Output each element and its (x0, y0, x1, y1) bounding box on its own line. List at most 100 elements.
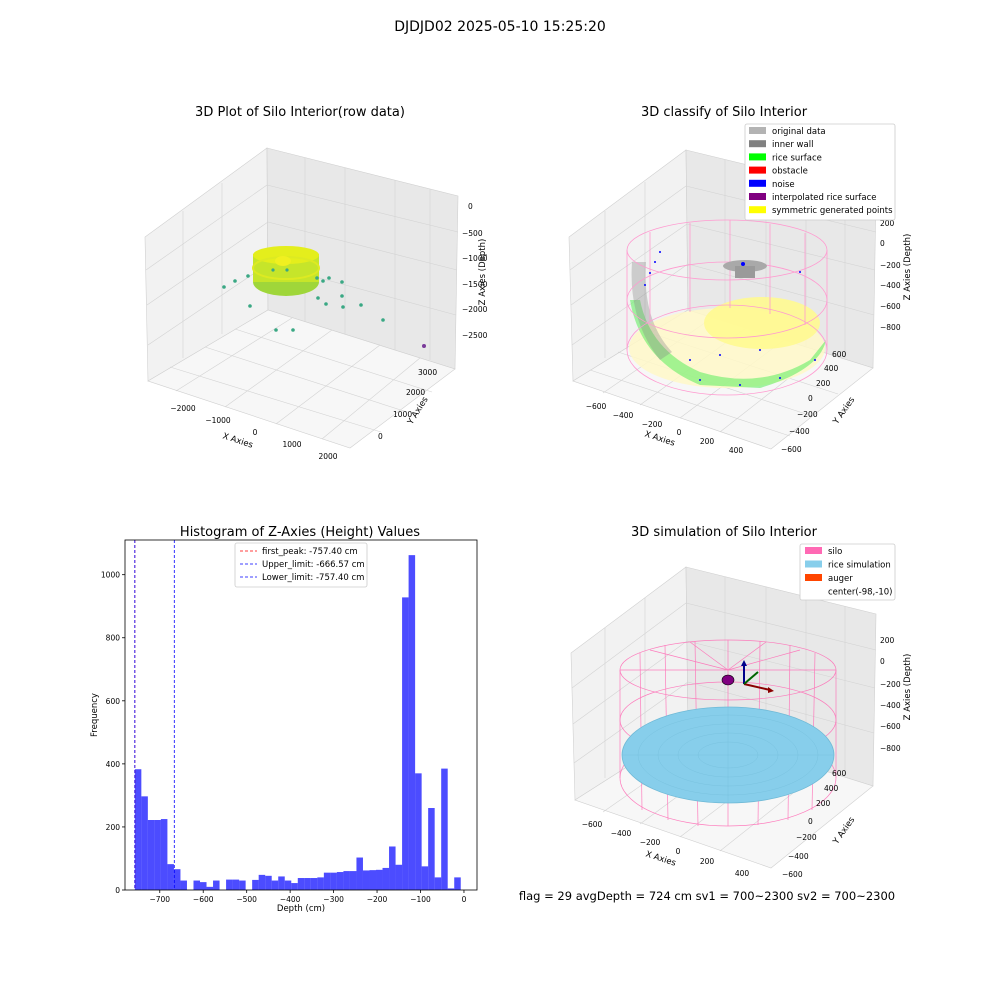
figure-title: DJDJD02 2025-05-10 15:25:20 (394, 19, 606, 35)
legend-swatch (805, 560, 822, 568)
tick-label: 0 (253, 428, 258, 437)
tick-label: −600 (781, 445, 802, 454)
y-tick-label: 800 (106, 634, 121, 643)
tick-label: 0 (808, 394, 813, 403)
histogram-bar (167, 864, 174, 890)
tick-label: 200 (816, 799, 831, 808)
histogram-bar (213, 880, 220, 890)
legend-swatch (805, 574, 822, 581)
histogram-bar (356, 857, 363, 890)
histogram-bar (226, 879, 233, 890)
simulation-y-ticks: −600 −400 −200 0 200 400 600 (782, 769, 847, 879)
legend-label: inner wall (772, 140, 813, 150)
histogram-bar (421, 866, 429, 890)
histogram-bar (382, 867, 390, 890)
tick-label: −800 (880, 744, 901, 753)
histogram-bar (428, 808, 435, 890)
histogram-bar (180, 880, 187, 890)
raw-y-ticks: 0 1000 2000 3000 (378, 368, 437, 441)
raw-3d-box (144, 147, 459, 449)
histogram-title: Histogram of Z-Axies (Height) Values (180, 525, 420, 540)
tick-label: 0 (676, 847, 681, 856)
tick-label: 0 (677, 428, 682, 437)
histogram-bars (134, 555, 461, 890)
tick-label: −2000 (462, 305, 488, 314)
tick-label: 2000 (318, 452, 337, 461)
histogram-frame (124, 539, 478, 891)
histogram-bar (193, 880, 201, 890)
classify-z-label: Z Axies (Depth) (903, 234, 913, 301)
status-footer: flag = 29 avgDepth = 724 cm sv1 = 700~23… (519, 889, 895, 903)
histogram-bar (343, 871, 350, 890)
tick-label: −1500 (462, 280, 488, 289)
classify-y-ticks: −600 −400 −200 0 200 400 600 (781, 350, 847, 454)
histogram-vlines (134, 540, 175, 890)
tick-label: −600 (582, 820, 603, 829)
x-tick-label: −100 (410, 895, 431, 904)
raw-x-label: X Axies (221, 431, 254, 450)
histogram-bar (454, 877, 461, 890)
legend-swatch (749, 127, 766, 134)
legend-swatch (749, 153, 766, 161)
classify-y-label: Y Axies (831, 395, 858, 427)
tick-label: −1000 (462, 254, 488, 263)
histogram-bar (330, 872, 337, 890)
histogram-bar (239, 880, 246, 890)
histogram-bar (369, 870, 377, 890)
histogram-bar (349, 871, 357, 890)
tick-label: 400 (824, 784, 839, 793)
classify-z-ticks: 200 0 −200 −400 −600 −800 (880, 219, 901, 332)
tick-label: 0 (880, 657, 885, 666)
histogram-bar (147, 820, 155, 890)
simulation-3d-objects (619, 639, 837, 827)
y-tick-label: 1000 (101, 571, 120, 580)
tick-label: 3000 (418, 368, 437, 377)
legend-swatch (749, 179, 766, 187)
histogram-bar (389, 846, 396, 890)
tick-label: −500 (462, 229, 483, 238)
x-tick-label: −300 (323, 895, 344, 904)
tick-label: 2000 (406, 388, 425, 397)
tick-label: 1000 (393, 410, 412, 419)
histogram-bar (232, 879, 240, 890)
legend-swatch (749, 166, 766, 174)
tick-label: −600 (880, 302, 901, 311)
histogram-bar (304, 878, 311, 890)
histogram-bar (441, 768, 448, 890)
x-tick-label: −400 (280, 895, 301, 904)
histogram-bar (395, 864, 403, 890)
histogram-bar (134, 769, 142, 890)
tick-label: −2500 (462, 331, 488, 340)
simulation-x-label: X Axies (644, 849, 677, 868)
legend-label: center(-98,-10) (828, 588, 892, 598)
histogram-y-ticks: 0 200 400 600 800 1000 (101, 571, 125, 895)
tick-label: −800 (880, 323, 901, 332)
histogram-bar (402, 597, 409, 890)
histogram-bar (141, 796, 148, 890)
tick-label: −400 (880, 701, 901, 710)
classify-x-label: X Axies (643, 429, 676, 448)
histogram-bar (415, 773, 422, 890)
tick-label: −1000 (205, 416, 231, 425)
simulation-z-ticks: 200 0 −200 −400 −600 −800 (880, 636, 901, 753)
x-tick-label: 0 (462, 895, 467, 904)
classify-3d-panel: 3D classify of Silo Interior (568, 105, 913, 455)
y-tick-label: 0 (115, 886, 120, 895)
legend-swatch (749, 140, 766, 148)
tick-label: 200 (700, 437, 715, 446)
tick-label: 0 (468, 202, 473, 211)
histogram-bar (154, 820, 161, 890)
x-tick-label: −200 (367, 895, 388, 904)
tick-label: −400 (611, 829, 632, 838)
legend-label: Lower_limit: -757.40 cm (262, 573, 364, 583)
histogram-y-label: Frequency (90, 693, 100, 737)
classify-legend: original data inner wall rice surface obsta… (744, 123, 896, 221)
tick-label: 200 (880, 219, 895, 228)
tick-label: 400 (735, 869, 750, 878)
tick-label: −200 (880, 680, 901, 689)
simulation-x-ticks: −600 −400 −200 0 200 400 (582, 820, 750, 878)
classify-x-ticks: −600 −400 −200 0 200 400 (586, 402, 744, 455)
tick-label: 200 (700, 857, 715, 866)
legend-swatch (805, 547, 822, 554)
